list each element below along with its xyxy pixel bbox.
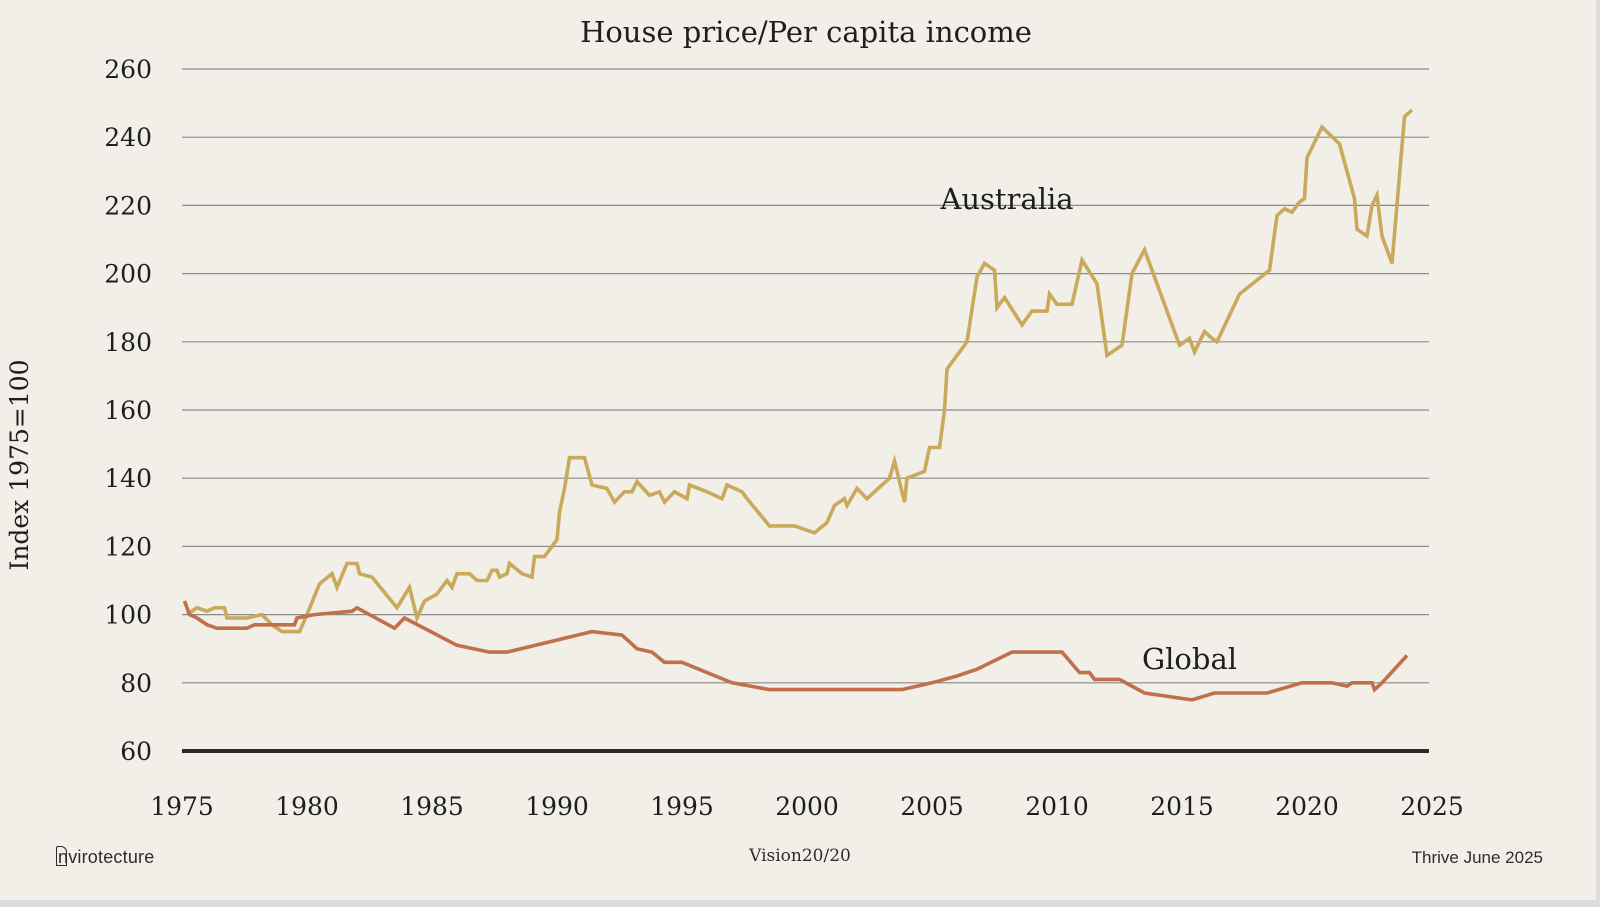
y-tick-label: 180 <box>104 328 152 357</box>
y-tick-label: 80 <box>120 669 152 698</box>
y-tick-label: 200 <box>104 260 152 289</box>
x-tick-label: 2020 <box>1275 792 1339 821</box>
x-tick-label: 2010 <box>1025 792 1089 821</box>
envirotecture-logo: nvirotecture <box>56 846 154 868</box>
x-tick-label: 1990 <box>525 792 589 821</box>
x-tick-label: 1975 <box>150 792 214 821</box>
footer-center-text: Vision20/20 <box>749 846 851 866</box>
logo-mark-icon <box>56 846 67 866</box>
y-tick-label: 160 <box>104 396 152 425</box>
series-line-global <box>182 600 1409 702</box>
x-tick-label: 2025 <box>1400 792 1464 821</box>
series-label-australia: Australia <box>939 182 1073 216</box>
y-tick-label: 140 <box>104 464 152 493</box>
series-label-global: Global <box>1142 642 1237 676</box>
x-tick-label: 2005 <box>900 792 964 821</box>
x-tick-label: 1985 <box>400 792 464 821</box>
y-tick-label: 100 <box>104 601 152 630</box>
y-tick-label: 120 <box>104 532 152 561</box>
x-tick-label: 1995 <box>650 792 714 821</box>
y-tick-label: 260 <box>104 55 152 84</box>
series-line-australia <box>185 108 1414 634</box>
footer-right-text: Thrive June 2025 <box>1411 848 1543 867</box>
y-tick-label: 60 <box>120 737 152 766</box>
logo-text: nvirotecture <box>58 847 155 867</box>
chart-title: House price/Per capita income <box>580 15 1032 49</box>
y-tick-label: 240 <box>104 123 152 152</box>
x-tick-label: 2015 <box>1150 792 1214 821</box>
x-tick-label: 1980 <box>275 792 339 821</box>
y-axis-label: Index 1975=100 <box>5 359 34 570</box>
y-tick-label: 220 <box>104 191 152 220</box>
x-tick-label: 2000 <box>775 792 839 821</box>
